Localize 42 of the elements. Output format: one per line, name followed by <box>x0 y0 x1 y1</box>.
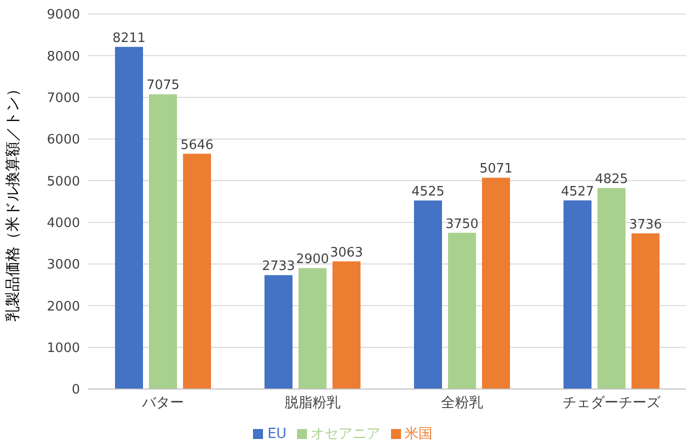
bar <box>183 154 211 389</box>
y-tick-label: 7000 <box>46 90 80 106</box>
data-label: 5071 <box>479 162 513 177</box>
bar <box>414 200 442 389</box>
bar <box>598 188 626 389</box>
x-tick-label: 脱脂粉乳 <box>284 394 340 411</box>
bar <box>564 200 592 389</box>
y-tick-label: 9000 <box>46 8 80 23</box>
y-tick-label: 4000 <box>46 216 80 231</box>
legend-label: オセアニア <box>310 426 381 442</box>
y-tick-label: 6000 <box>46 132 80 148</box>
bar <box>482 178 510 389</box>
y-tick-label: 8000 <box>46 49 80 64</box>
legend-label: 米国 <box>404 426 433 442</box>
x-tick-label: チェダーチーズ <box>562 394 662 411</box>
data-label: 5646 <box>180 138 214 153</box>
data-label: 7075 <box>146 78 180 94</box>
data-label: 4525 <box>411 184 445 200</box>
x-tick-label: バター <box>140 394 184 411</box>
legend-label: EU <box>267 426 287 442</box>
data-label: 4825 <box>594 172 628 187</box>
y-tick-label: 2000 <box>46 299 80 314</box>
bar <box>264 275 292 389</box>
bar <box>332 261 360 389</box>
bar <box>115 46 143 389</box>
y-tick-label: 1000 <box>46 340 80 356</box>
y-tick-label: 5000 <box>46 174 80 190</box>
data-label: 2900 <box>296 252 330 268</box>
data-label: 2733 <box>262 259 296 274</box>
bar <box>632 233 660 389</box>
data-label: 8211 <box>112 30 146 46</box>
x-tick-label: 全粉乳 <box>440 394 483 411</box>
bar <box>149 94 177 389</box>
data-label: 3063 <box>330 245 364 260</box>
data-label: 3750 <box>445 216 479 232</box>
y-tick-label: 0 <box>72 382 80 398</box>
bar <box>298 268 326 389</box>
y-axis-title: 乳製品価格（米ドル換算額／トン） <box>3 82 22 322</box>
data-label: 4527 <box>560 184 594 200</box>
bar <box>448 232 476 389</box>
data-label: 3736 <box>628 217 662 232</box>
y-tick-label: 3000 <box>46 258 80 273</box>
